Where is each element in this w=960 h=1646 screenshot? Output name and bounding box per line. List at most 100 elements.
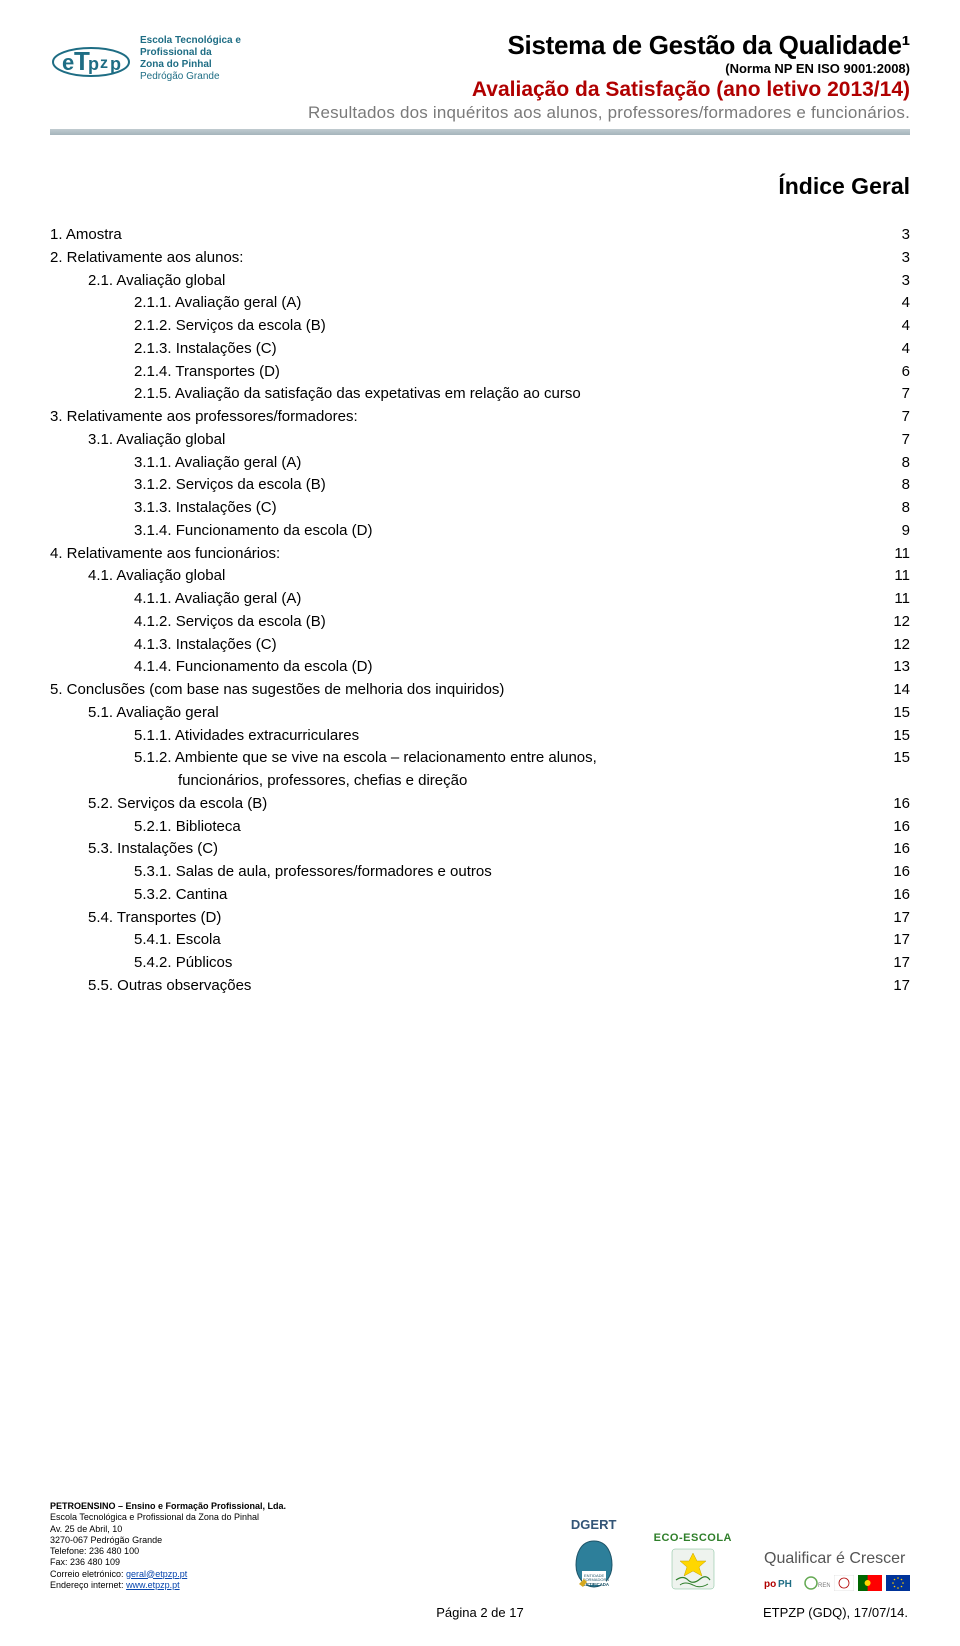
toc-text: 4.1. Avaliação global xyxy=(50,565,870,587)
web-link[interactable]: www.etpzp.pt xyxy=(126,1580,180,1590)
toc-row: 5. Conclusões (com base nas sugestões de… xyxy=(50,679,910,701)
toc-page: 16 xyxy=(870,884,910,906)
toc-row: 4.1.1. Avaliação geral (A)11 xyxy=(50,588,910,610)
table-of-contents: 1. Amostra32. Relativamente aos alunos:3… xyxy=(50,224,910,997)
toc-row: 3.1.1. Avaliação geral (A)8 xyxy=(50,452,910,474)
toc-row: 4.1.3. Instalações (C)12 xyxy=(50,634,910,656)
toc-text: 2.1.1. Avaliação geral (A) xyxy=(50,292,870,314)
toc-page: 7 xyxy=(870,429,910,451)
toc-page: 3 xyxy=(870,247,910,269)
toc-text: 5.3. Instalações (C) xyxy=(50,838,870,860)
toc-row: 5.4. Transportes (D)17 xyxy=(50,907,910,929)
toc-text: 2.1. Avaliação global xyxy=(50,270,870,292)
toc-row: 5.5. Outras observações17 xyxy=(50,975,910,997)
svg-text:REN: REN xyxy=(818,1583,830,1589)
eco-badge-icon xyxy=(670,1547,716,1591)
toc-text: 3.1.4. Funcionamento da escola (D) xyxy=(50,520,870,542)
toc-row: 1. Amostra3 xyxy=(50,224,910,246)
toc-row: 5.3.2. Cantina16 xyxy=(50,884,910,906)
evaluation-title: Avaliação da Satisfação (ano letivo 2013… xyxy=(241,78,910,102)
toc-page: 17 xyxy=(870,975,910,997)
toc-page: 4 xyxy=(870,292,910,314)
toc-page: 8 xyxy=(870,497,910,519)
toc-row: 5.2.1. Biblioteca16 xyxy=(50,816,910,838)
footer-school: Escola Tecnológica e Profissional da Zon… xyxy=(50,1512,286,1523)
toc-page: 16 xyxy=(870,861,910,883)
footer-fax: Fax: 236 480 109 xyxy=(50,1557,286,1568)
toc-row: 4.1.4. Funcionamento da escola (D)13 xyxy=(50,656,910,678)
toc-page: 9 xyxy=(870,520,910,542)
toc-page: 11 xyxy=(870,588,910,610)
toc-text: 4.1.4. Funcionamento da escola (D) xyxy=(50,656,870,678)
toc-row: 3.1.3. Instalações (C)8 xyxy=(50,497,910,519)
toc-page: 12 xyxy=(870,611,910,633)
qualificar-block: Qualificar é Crescer po PH REN xyxy=(764,1550,910,1591)
toc-text: 5.1.1. Atividades extracurriculares xyxy=(50,725,870,747)
toc-text: 3. Relativamente aos professores/formado… xyxy=(50,406,870,428)
toc-text: 2.1.3. Instalações (C) xyxy=(50,338,870,360)
logo-icon: e T p z p xyxy=(50,30,132,88)
toc-text: 5.2.1. Biblioteca xyxy=(50,816,870,838)
toc-row: 5.3.1. Salas de aula, professores/formad… xyxy=(50,861,910,883)
dgert-badge-icon: ENTIDADE FORMADORA ERTIFICADA xyxy=(566,1535,622,1591)
toc-row: 2.1.1. Avaliação geral (A)4 xyxy=(50,292,910,314)
logo-line4: Pedrógão Grande xyxy=(140,71,241,83)
toc-row: 2.1.5. Avaliação da satisfação das expet… xyxy=(50,383,910,405)
toc-text: 5. Conclusões (com base nas sugestões de… xyxy=(50,679,870,701)
document-stamp: ETPZP (GDQ), 17/07/14. xyxy=(623,1605,908,1620)
toc-text: 1. Amostra xyxy=(50,224,870,246)
toc-text: 5.1. Avaliação geral xyxy=(50,702,870,724)
toc-text: 5.3.1. Salas de aula, professores/formad… xyxy=(50,861,870,883)
logo-text: Escola Tecnológica e Profissional da Zon… xyxy=(140,35,241,83)
norm-subtitle: (Norma NP EN ISO 9001:2008) xyxy=(241,61,910,76)
toc-text: 4. Relativamente aos funcionários: xyxy=(50,543,870,565)
svg-text:p: p xyxy=(88,54,99,74)
toc-page: 17 xyxy=(870,929,910,951)
toc-text: 4.1.2. Serviços da escola (B) xyxy=(50,611,870,633)
logo-line2: Profissional da xyxy=(140,47,241,59)
footer-addr1: Av. 25 de Abril, 10 xyxy=(50,1524,286,1535)
toc-page: 7 xyxy=(870,383,910,405)
toc-row: 2.1.3. Instalações (C)4 xyxy=(50,338,910,360)
toc-text: 5.4. Transportes (D) xyxy=(50,907,870,929)
poph-icon: po PH xyxy=(764,1575,800,1591)
svg-text:p: p xyxy=(110,54,121,74)
svg-text:ERTIFICADA: ERTIFICADA xyxy=(583,1582,609,1587)
document-header: e T p z p Escola Tecnológica e Profissio… xyxy=(50,30,910,123)
eco-label: ECO-ESCOLA xyxy=(654,1532,732,1544)
footer-email: Correio eletrónico: geral@etpzp.pt xyxy=(50,1569,286,1580)
dgert-label: DGERT xyxy=(571,1517,617,1532)
toc-row: 2. Relativamente aos alunos:3 xyxy=(50,247,910,269)
toc-row: 4.1.2. Serviços da escola (B)12 xyxy=(50,611,910,633)
toc-row: 3.1.2. Serviços da escola (B)8 xyxy=(50,474,910,496)
svg-text:e: e xyxy=(62,50,74,75)
toc-row: 5.1. Avaliação geral15 xyxy=(50,702,910,724)
toc-page: 3 xyxy=(870,224,910,246)
toc-page: 3 xyxy=(870,270,910,292)
page-number: Página 2 de 17 xyxy=(337,1605,622,1620)
toc-row: funcionários, professores, chefias e dir… xyxy=(50,770,910,792)
toc-page: 8 xyxy=(870,452,910,474)
toc-text: 5.2. Serviços da escola (B) xyxy=(50,793,870,815)
eu-flag-icon xyxy=(886,1575,910,1591)
toc-row: 5.1.1. Atividades extracurriculares15 xyxy=(50,725,910,747)
toc-text: 2.1.2. Serviços da escola (B) xyxy=(50,315,870,337)
toc-text: 3.1.3. Instalações (C) xyxy=(50,497,870,519)
toc-row: 2.1.4. Transportes (D)6 xyxy=(50,361,910,383)
index-heading: Índice Geral xyxy=(50,173,910,200)
main-title: Sistema de Gestão da Qualidade¹ xyxy=(241,30,910,61)
toc-row: 4. Relativamente aos funcionários:11 xyxy=(50,543,910,565)
document-footer: PETROENSINO – Ensino e Formação Profissi… xyxy=(0,1501,960,1646)
toc-text: 5.4.1. Escola xyxy=(50,929,870,951)
toc-page: 17 xyxy=(870,952,910,974)
toc-page: 4 xyxy=(870,315,910,337)
toc-text: 3.1.2. Serviços da escola (B) xyxy=(50,474,870,496)
logo-line3: Zona do Pinhal xyxy=(140,59,241,71)
toc-row: 5.2. Serviços da escola (B)16 xyxy=(50,793,910,815)
svg-text:po: po xyxy=(764,1579,776,1590)
email-link[interactable]: geral@etpzp.pt xyxy=(126,1569,187,1579)
logo-line1: Escola Tecnológica e xyxy=(140,35,241,47)
toc-text: funcionários, professores, chefias e dir… xyxy=(50,770,870,792)
results-subtitle: Resultados dos inquéritos aos alunos, pr… xyxy=(241,103,910,123)
toc-page: 13 xyxy=(870,656,910,678)
